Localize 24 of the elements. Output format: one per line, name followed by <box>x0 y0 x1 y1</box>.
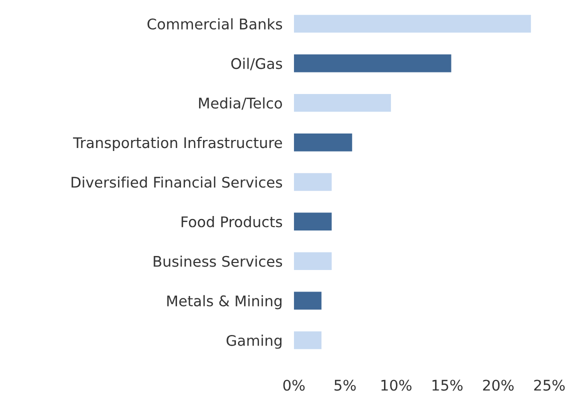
bar <box>294 331 322 350</box>
x-tick-label: 10% <box>381 380 412 391</box>
bar <box>294 134 352 152</box>
bar <box>294 252 332 270</box>
y-tick-label: Food Products <box>182 216 282 228</box>
x-tick-label: 25% <box>534 380 565 391</box>
bar <box>294 54 452 72</box>
y-tick-label: Media/Telco <box>199 97 282 110</box>
bar <box>294 14 531 33</box>
y-tick-label: Transportation Infrastructure <box>73 136 282 152</box>
bar <box>294 94 391 112</box>
bar <box>294 212 332 230</box>
bar <box>294 173 332 191</box>
x-tick-label: 15% <box>432 380 463 391</box>
y-tick-label: Business Services <box>154 256 282 267</box>
bar <box>294 292 322 310</box>
x-tick-label: 0% <box>283 380 305 391</box>
y-tick-label: Diversified Financial Services <box>72 176 282 188</box>
y-tick-label: Commercial Banks <box>148 18 282 30</box>
x-tick-label: 20% <box>483 380 514 391</box>
y-tick-label: Metals & Mining <box>167 295 282 310</box>
y-tick-label: Gaming <box>226 334 282 349</box>
y-tick-label: Oil/Gas <box>231 58 282 70</box>
x-tick-label: 5% <box>334 380 356 391</box>
